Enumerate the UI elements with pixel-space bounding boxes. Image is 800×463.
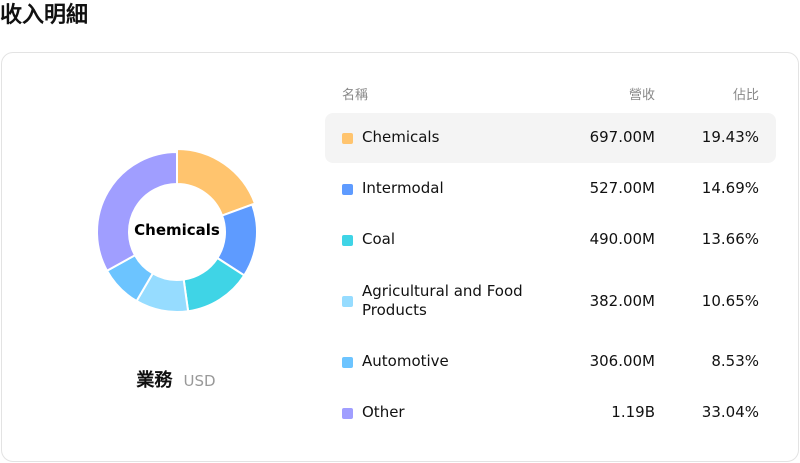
row-revenue: 306.00M bbox=[589, 352, 655, 370]
row-revenue: 1.19B bbox=[611, 403, 655, 421]
row-revenue: 490.00M bbox=[589, 230, 655, 248]
legend-swatch bbox=[342, 296, 353, 307]
legend-swatch bbox=[342, 357, 353, 368]
column-header-share: 佔比 bbox=[732, 88, 759, 103]
legend-swatch bbox=[342, 184, 353, 195]
segment-name[interactable]: 業務 bbox=[136, 370, 173, 391]
segment-caption: 業務 USD bbox=[2, 369, 350, 393]
row-share: 8.53% bbox=[711, 352, 759, 370]
row-name: Other bbox=[362, 403, 405, 421]
legend-swatch bbox=[342, 408, 353, 419]
table-row-agricultural-and-food-products[interactable]: Agricultural and Food Products 382.00M 1… bbox=[325, 266, 776, 336]
row-name: Coal bbox=[362, 230, 396, 248]
row-revenue: 697.00M bbox=[589, 128, 655, 146]
page-title: 收入明細 bbox=[0, 3, 89, 28]
table-row-automotive[interactable]: Automotive 306.00M 8.53% bbox=[325, 336, 776, 386]
donut-chart-svg bbox=[96, 147, 258, 313]
column-header-name: 名稱 bbox=[342, 88, 369, 103]
currency-label: USD bbox=[183, 372, 216, 390]
row-share: 19.43% bbox=[701, 128, 759, 146]
row-share: 13.66% bbox=[701, 230, 759, 248]
revenue-breakdown-card: Chemicals 業務 USD 名稱 營收 佔比 Chemicals 697.… bbox=[1, 52, 799, 462]
row-name: Automotive bbox=[362, 352, 449, 370]
row-name: Intermodal bbox=[362, 179, 444, 197]
table-row-chemicals[interactable]: Chemicals 697.00M 19.43% bbox=[325, 113, 776, 163]
row-share: 10.65% bbox=[701, 292, 759, 310]
row-revenue: 527.00M bbox=[589, 179, 655, 197]
table-row-other[interactable]: Other 1.19B 33.04% bbox=[325, 387, 776, 437]
column-header-revenue: 營收 bbox=[628, 88, 655, 103]
row-name: Agricultural and Food Products bbox=[362, 282, 523, 319]
row-name: Chemicals bbox=[362, 128, 440, 146]
donut-slice-chemicals[interactable] bbox=[176, 147, 257, 217]
row-share: 33.04% bbox=[701, 403, 759, 421]
table-row-intermodal[interactable]: Intermodal 527.00M 14.69% bbox=[325, 164, 776, 214]
donut-chart[interactable]: Chemicals bbox=[96, 146, 258, 316]
table-row-coal[interactable]: Coal 490.00M 13.66% bbox=[325, 215, 776, 265]
row-share: 14.69% bbox=[701, 179, 759, 197]
legend-swatch bbox=[342, 133, 353, 144]
row-revenue: 382.00M bbox=[589, 292, 655, 310]
donut-center-label: Chemicals bbox=[134, 221, 220, 239]
donut-slice-other[interactable] bbox=[96, 150, 178, 273]
legend-swatch bbox=[342, 235, 353, 246]
